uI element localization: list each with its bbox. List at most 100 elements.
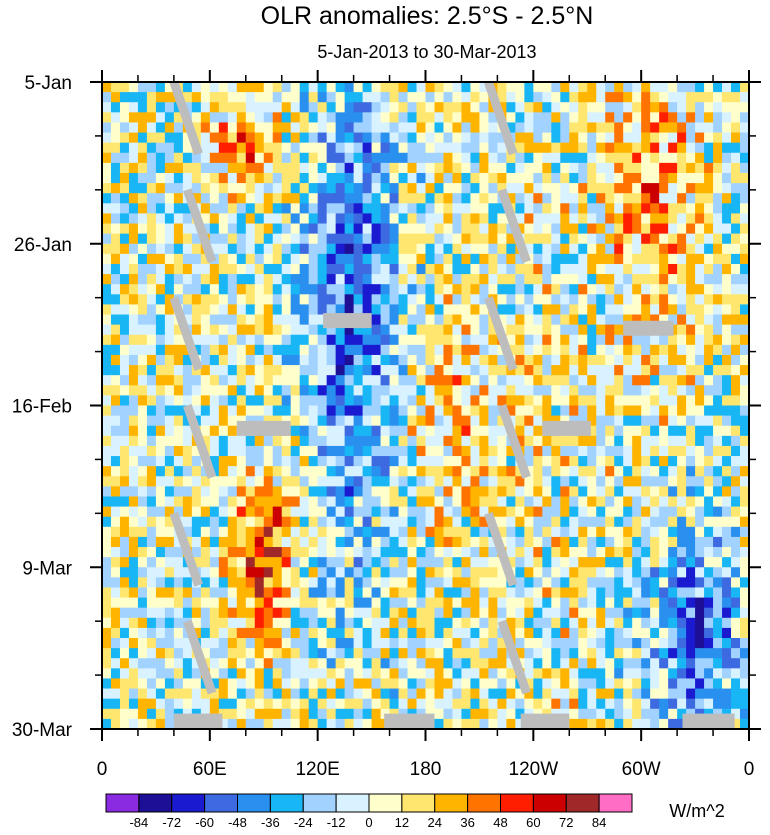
heatmap-cell xyxy=(596,587,606,599)
heatmap-cell xyxy=(686,385,696,396)
heatmap-cell xyxy=(362,395,373,407)
heatmap-cell xyxy=(722,294,732,306)
heatmap-cell xyxy=(416,415,427,427)
heatmap-cell xyxy=(740,718,750,730)
heatmap-cell xyxy=(102,405,112,417)
heatmap-cell xyxy=(686,405,696,417)
heatmap-cell xyxy=(461,597,472,609)
heatmap-cell xyxy=(335,496,346,508)
heatmap-cell xyxy=(236,344,247,356)
heatmap-cell xyxy=(191,304,202,316)
heatmap-cell xyxy=(102,638,112,649)
heatmap-cell xyxy=(569,648,579,659)
colorbar-level-label: -36 xyxy=(261,815,280,830)
heatmap-cell xyxy=(596,658,606,669)
heatmap-cell xyxy=(353,445,364,457)
heatmap-cell xyxy=(191,172,202,184)
heatmap-cell xyxy=(731,567,741,578)
heatmap-cell xyxy=(515,132,525,144)
heatmap-cell xyxy=(731,223,741,235)
heatmap-cell xyxy=(200,395,211,407)
heatmap-cell xyxy=(650,213,660,225)
heatmap-cell xyxy=(659,688,669,700)
heatmap-cell xyxy=(713,365,723,376)
heatmap-cell xyxy=(695,122,705,134)
heatmap-cell xyxy=(308,314,319,326)
heatmap-cell xyxy=(155,526,166,538)
heatmap-cell xyxy=(146,698,157,710)
heatmap-cell xyxy=(479,648,490,659)
heatmap-cell xyxy=(533,476,543,487)
heatmap-cell xyxy=(137,547,148,558)
axis-ticks: 0 60E 120E 180 120W 60W 05-Jan26-Jan16-Feb9-Ma… xyxy=(12,70,761,780)
heatmap-cell xyxy=(425,466,436,477)
heatmap-cell xyxy=(227,183,238,194)
heatmap-cell xyxy=(254,193,265,204)
heatmap-cell xyxy=(146,112,157,124)
heatmap-cell xyxy=(497,284,507,295)
heatmap-cell xyxy=(146,152,157,164)
heatmap-cell xyxy=(524,162,534,174)
heatmap-cell xyxy=(470,536,481,548)
heatmap-cell xyxy=(407,162,418,174)
heatmap-cell xyxy=(578,577,588,589)
heatmap-cell xyxy=(668,102,678,113)
heatmap-cell xyxy=(272,466,283,477)
heatmap-cell xyxy=(102,122,112,134)
heatmap-cell xyxy=(668,385,678,396)
heatmap-cell xyxy=(119,172,130,184)
heatmap-cell xyxy=(155,132,166,144)
heatmap-cell xyxy=(371,445,382,457)
heatmap-cell xyxy=(155,496,166,508)
heatmap-cell xyxy=(569,122,579,134)
heatmap-cell xyxy=(533,577,543,589)
heatmap-cell xyxy=(479,658,490,669)
heatmap-cell xyxy=(587,648,597,659)
heatmap-cell xyxy=(452,445,463,457)
heatmap-cell xyxy=(371,607,382,619)
heatmap-cell xyxy=(623,627,633,639)
heatmap-cell xyxy=(344,496,355,508)
heatmap-cell xyxy=(650,476,660,487)
heatmap-cell xyxy=(281,617,292,629)
heatmap-cell xyxy=(614,627,624,639)
heatmap-cell xyxy=(389,526,400,538)
heatmap-cell xyxy=(200,122,211,134)
heatmap-cell xyxy=(542,82,552,93)
heatmap-cell xyxy=(389,617,400,629)
heatmap-cell xyxy=(605,365,615,376)
heatmap-cell xyxy=(452,547,463,558)
heatmap-cell xyxy=(641,253,651,265)
heatmap-cell xyxy=(542,658,552,669)
heatmap-cell xyxy=(137,506,148,518)
heatmap-cell xyxy=(434,435,445,447)
heatmap-cell xyxy=(146,425,157,437)
heatmap-cell xyxy=(731,405,741,417)
heatmap-cell xyxy=(425,82,436,93)
heatmap-cell xyxy=(542,233,552,245)
heatmap-cell xyxy=(614,122,624,134)
heatmap-cell xyxy=(470,203,481,215)
missing-data-streak xyxy=(183,404,217,479)
heatmap-cell xyxy=(335,395,346,407)
heatmap-cell xyxy=(605,314,615,326)
heatmap-cell xyxy=(731,344,741,356)
heatmap-cell xyxy=(146,496,157,508)
heatmap-cell xyxy=(722,375,732,386)
heatmap-cell xyxy=(686,466,696,477)
heatmap-cell xyxy=(614,617,624,629)
heatmap-cell xyxy=(102,253,112,265)
heatmap-cell xyxy=(245,324,256,336)
colorbar-level-label: -84 xyxy=(129,815,148,830)
heatmap-cell xyxy=(515,92,525,103)
heatmap-cell xyxy=(335,415,346,427)
heatmap-cell xyxy=(587,466,597,477)
heatmap-cell xyxy=(191,334,202,346)
heatmap-cell xyxy=(335,334,346,346)
missing-data-bar xyxy=(323,313,372,329)
heatmap-cell xyxy=(236,334,247,346)
heatmap-cell xyxy=(677,648,687,659)
heatmap-cell xyxy=(137,253,148,265)
heatmap-cell xyxy=(704,243,714,255)
heatmap-cell xyxy=(102,375,112,386)
